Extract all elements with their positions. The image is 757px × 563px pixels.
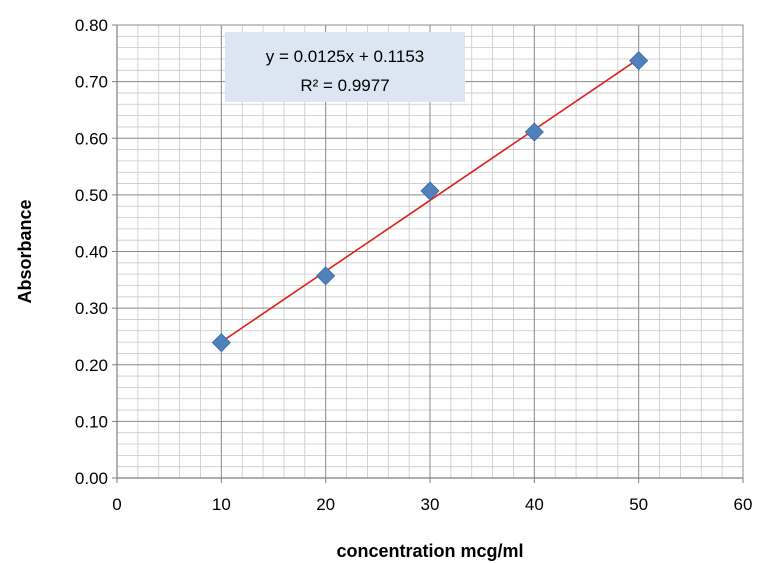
y-tick-label: 0.00 xyxy=(75,469,108,488)
data-point-marker xyxy=(420,181,440,201)
data-point-marker xyxy=(524,122,544,142)
data-points xyxy=(211,51,649,353)
axes xyxy=(112,24,744,483)
x-tick-label: 10 xyxy=(212,495,231,514)
y-tick-label: 0.70 xyxy=(75,73,108,92)
x-tick-labels: 0 10 20 30 40 50 60 xyxy=(112,495,752,514)
data-point-marker xyxy=(211,333,231,353)
trendline-equation: y = 0.0125x + 0.1153 xyxy=(266,47,424,66)
equation-background xyxy=(225,32,465,102)
data-point-marker xyxy=(316,266,336,286)
y-tick-label: 0.40 xyxy=(75,243,108,262)
x-tick-label: 50 xyxy=(629,495,648,514)
y-tick-labels: 0.00 0.10 0.20 0.30 0.40 0.50 0.60 0.70 0.80 xyxy=(75,16,108,488)
y-tick-label: 0.50 xyxy=(75,186,108,205)
x-tick-label: 40 xyxy=(525,495,544,514)
equation-box: y = 0.0125x + 0.1153 R² = 0.9977 xyxy=(225,32,465,102)
x-tick-label: 60 xyxy=(734,495,753,514)
y-tick-label: 0.20 xyxy=(75,356,108,375)
y-tick-label: 0.10 xyxy=(75,412,108,431)
y-tick-label: 0.30 xyxy=(75,299,108,318)
y-tick-label: 0.60 xyxy=(75,129,108,148)
x-tick-label: 20 xyxy=(316,495,335,514)
y-axis-title: Absorbance xyxy=(15,199,35,303)
x-tick-label: 0 xyxy=(112,495,121,514)
data-point-marker xyxy=(629,51,649,71)
y-tick-label: 0.80 xyxy=(75,16,108,35)
x-axis-title: concentration mcg/ml xyxy=(336,541,523,561)
r-squared-label: R² = 0.9977 xyxy=(300,76,389,95)
x-tick-label: 30 xyxy=(421,495,440,514)
